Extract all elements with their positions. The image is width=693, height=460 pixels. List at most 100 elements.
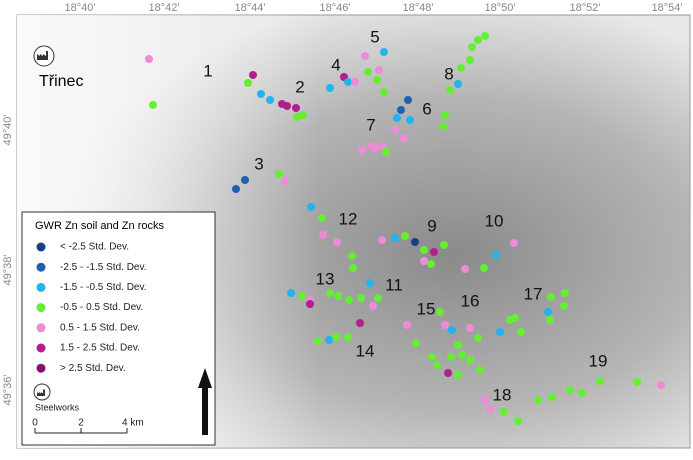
sample-point xyxy=(375,66,383,74)
sample-point xyxy=(441,321,449,329)
sample-point xyxy=(351,78,359,86)
legend-label: < -2.5 Std. Dev. xyxy=(60,242,129,253)
site-label: 2 xyxy=(295,77,304,96)
sample-point xyxy=(474,334,482,342)
sample-point xyxy=(397,106,405,114)
site-label: 13 xyxy=(316,269,335,288)
sample-point xyxy=(458,351,466,359)
sample-point xyxy=(369,302,377,310)
sample-point xyxy=(534,396,542,404)
longitude-label: 18°50' xyxy=(485,2,516,14)
sample-point xyxy=(380,48,388,56)
scale-bar xyxy=(34,428,128,434)
sample-point xyxy=(496,328,504,336)
sample-point xyxy=(561,289,569,297)
site-label: 11 xyxy=(385,275,403,294)
site-label: 4 xyxy=(331,55,340,74)
sample-point xyxy=(412,339,420,347)
site-label: 1 xyxy=(203,61,212,80)
sample-point xyxy=(145,55,153,63)
legend-swatch xyxy=(36,343,46,353)
legend-box xyxy=(21,211,216,446)
sample-point xyxy=(400,134,408,142)
sample-point xyxy=(430,248,438,256)
sample-point xyxy=(378,236,386,244)
sample-point xyxy=(358,146,366,154)
sample-point xyxy=(548,393,556,401)
sample-point xyxy=(266,96,274,104)
sample-point xyxy=(511,314,519,322)
sample-point xyxy=(466,356,474,364)
sample-point xyxy=(546,316,554,324)
steelworks-legend-glyph xyxy=(37,389,45,396)
sample-point xyxy=(481,32,489,40)
sample-point xyxy=(275,170,283,178)
longitude-label: 18°54' xyxy=(652,2,683,14)
sample-point xyxy=(326,84,334,92)
sample-point xyxy=(373,76,381,84)
sample-point xyxy=(356,319,364,327)
sample-point xyxy=(380,88,388,96)
sample-point xyxy=(344,333,352,341)
longitude-label: 18°52' xyxy=(570,2,601,14)
site-label: 16 xyxy=(461,291,480,310)
legend-title: GWR Zn soil and Zn rocks xyxy=(35,220,164,232)
sample-point xyxy=(447,353,455,361)
sample-point xyxy=(466,324,474,332)
sample-point xyxy=(357,294,365,302)
sample-point xyxy=(466,56,474,64)
sample-point xyxy=(382,148,390,156)
sample-point xyxy=(344,78,352,86)
scale-label: 2 xyxy=(78,418,84,429)
sample-point xyxy=(348,252,356,260)
sample-point xyxy=(448,326,456,334)
sample-point xyxy=(366,279,374,287)
sample-point xyxy=(287,289,295,297)
sample-point xyxy=(420,257,428,265)
legend-label: 0.5 - 1.5 Std. Dev. xyxy=(60,322,140,333)
sample-point xyxy=(481,396,489,404)
site-label: 5 xyxy=(370,27,379,46)
sample-point xyxy=(441,111,449,119)
sample-point xyxy=(334,292,342,300)
sample-point xyxy=(517,328,525,336)
sample-point xyxy=(492,251,500,259)
sample-point xyxy=(457,64,465,72)
sample-point xyxy=(480,264,488,272)
site-label: 14 xyxy=(356,341,375,360)
legend-label: -2.5 - -1.5 Std. Dev. xyxy=(60,262,147,273)
site-label: 3 xyxy=(254,154,263,173)
sample-point xyxy=(319,231,327,239)
sample-point xyxy=(514,417,522,425)
sample-point xyxy=(596,377,604,385)
sample-point xyxy=(440,241,448,249)
sample-point xyxy=(299,111,307,119)
sample-point xyxy=(292,104,300,112)
sample-point xyxy=(474,36,482,44)
sample-point xyxy=(232,185,240,193)
latitude-label: 49°38' xyxy=(2,255,14,286)
site-label: 7 xyxy=(366,115,375,134)
latitude-label: 49°36' xyxy=(2,375,14,406)
sample-point xyxy=(393,114,401,122)
site-label: 12 xyxy=(339,209,358,228)
sample-point xyxy=(149,101,157,109)
sample-point xyxy=(332,333,340,341)
town-label: Třinec xyxy=(39,73,83,90)
legend-swatch xyxy=(36,262,46,272)
sample-point xyxy=(544,308,552,316)
sample-point xyxy=(298,292,306,300)
legend-label: -0.5 - 0.5 Std. Dev. xyxy=(60,302,143,313)
legend-swatch xyxy=(36,303,46,313)
sample-point xyxy=(428,353,436,361)
sample-point xyxy=(427,260,435,268)
sample-point xyxy=(476,366,484,374)
site-label: 10 xyxy=(485,211,504,230)
longitude-label: 18°40' xyxy=(65,2,96,14)
north-arrow xyxy=(198,368,212,435)
sample-point xyxy=(633,378,641,386)
longitude-label: 18°48' xyxy=(403,2,434,14)
sample-point xyxy=(420,246,428,254)
sample-point xyxy=(446,86,454,94)
